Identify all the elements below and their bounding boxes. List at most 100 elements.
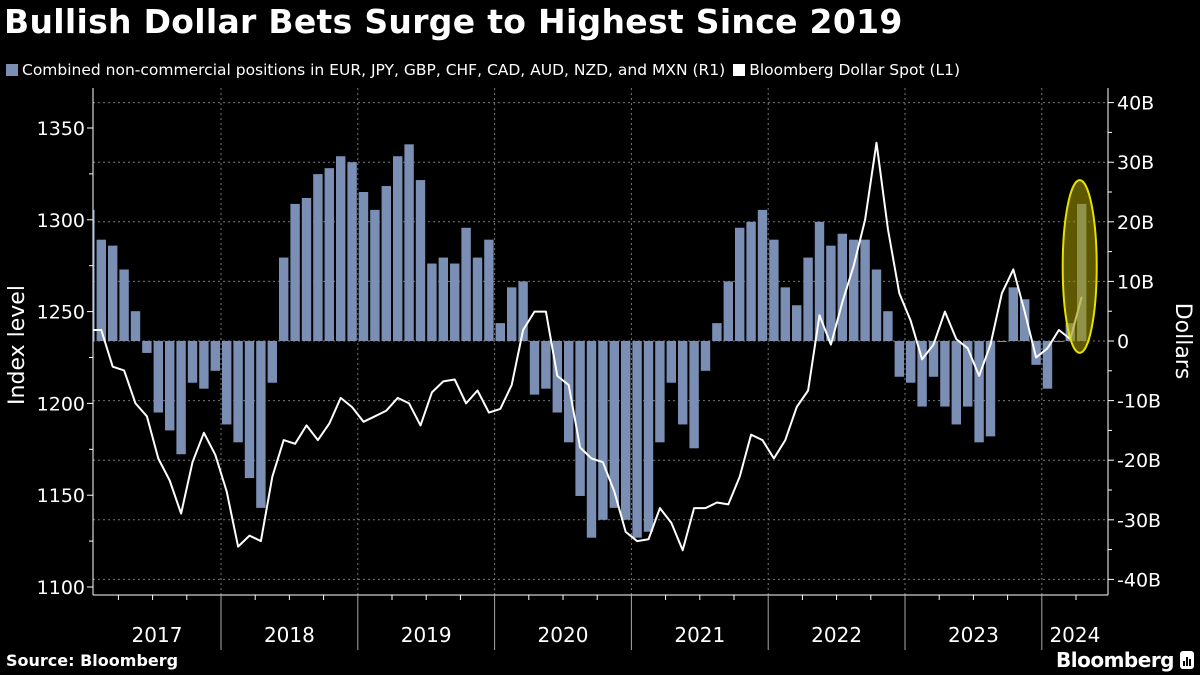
position-bar (871, 269, 882, 341)
legend-label-dollar: Bloomberg Dollar Spot (L1) (749, 61, 961, 79)
position-bar (1020, 299, 1030, 341)
position-bar (826, 245, 836, 341)
position-bar (290, 203, 300, 341)
x-axis-tick-label: 2022 (811, 623, 862, 647)
right-axis-tick-label: 0 (1117, 331, 1129, 353)
right-axis-tick-label: -40B (1117, 569, 1161, 591)
position-bar (860, 239, 870, 341)
axes: 40B 30B 20B 10B 0 -10B -20B -30B -40B 1100 1150 120… (37, 88, 1161, 650)
position-bar (153, 341, 163, 413)
right-axis-tick-label: 10B (1117, 271, 1154, 293)
position-bar (985, 341, 996, 437)
position-bar (370, 209, 380, 341)
chart-title: Bullish Dollar Bets Surge to Highest Sin… (4, 2, 903, 41)
x-axis-tick-label: 2018 (264, 623, 315, 647)
logo-chart-icon (1180, 651, 1194, 669)
gridlines (93, 88, 1108, 595)
left-axis-title: Index level (5, 285, 30, 405)
position-bar (529, 341, 540, 395)
position-bar (575, 341, 585, 496)
highlight-ellipse (1061, 179, 1098, 354)
position-bar (689, 341, 699, 449)
position-bar (518, 281, 528, 341)
position-bar (336, 156, 346, 341)
position-bar (404, 144, 414, 341)
position-bar (974, 341, 984, 443)
position-bar (541, 341, 551, 389)
position-bar (632, 341, 642, 538)
x-axis-tick-label: 2024 (1049, 623, 1100, 647)
left-axis-tick-label: 1150 (37, 485, 85, 507)
position-bar (108, 245, 118, 341)
left-axis-tick-label: 1250 (37, 302, 85, 324)
position-bar (381, 186, 391, 341)
position-bar (187, 341, 198, 383)
x-axis-tick-label: 2021 (674, 623, 725, 647)
position-bar (746, 221, 756, 341)
x-axis-tick-label: 2019 (401, 623, 452, 647)
position-bar (700, 341, 711, 371)
dollar-spot-line (93, 141, 1083, 552)
highlight-annotation (1061, 179, 1098, 354)
logo-text: Bloomberg (1056, 648, 1174, 672)
position-bar (655, 341, 665, 443)
right-axis-tick-label: 40B (1117, 93, 1154, 115)
position-bar (461, 227, 471, 341)
position-bar (586, 341, 597, 538)
position-bar (997, 341, 1007, 342)
position-bar (780, 287, 790, 341)
position-bar (484, 239, 494, 341)
dollar-line (93, 141, 1083, 552)
position-bar (176, 341, 186, 455)
position-bar (256, 341, 266, 508)
position-bar (792, 305, 802, 341)
position-bar (495, 323, 505, 341)
position-bar (940, 341, 950, 407)
x-axis-tick-label: 2017 (132, 623, 183, 647)
position-bar (313, 174, 323, 341)
position-bar (507, 287, 517, 341)
source-note: Source: Bloomberg (6, 651, 179, 670)
position-bar (210, 341, 220, 371)
position-bar (427, 263, 437, 341)
position-bar (199, 341, 209, 389)
bloomberg-logo: Bloomberg (1056, 648, 1194, 672)
position-bar (609, 341, 619, 508)
position-bar (917, 341, 927, 407)
position-bar (723, 281, 733, 341)
position-bar (621, 341, 631, 520)
position-bar (598, 341, 608, 520)
position-bar (142, 341, 152, 353)
position-bar (928, 341, 939, 377)
left-axis-tick-label: 1350 (37, 118, 85, 140)
position-bar (883, 311, 893, 341)
position-bar (1042, 341, 1053, 389)
position-bar (438, 257, 448, 341)
position-bar (233, 341, 243, 443)
position-bar (244, 341, 255, 479)
position-bar (393, 156, 403, 341)
position-bar (757, 209, 768, 341)
position-bar (450, 263, 460, 341)
position-bar (1008, 287, 1018, 341)
left-axis-tick-label: 1200 (37, 393, 85, 415)
legend: Combined non-commercial positions in EUR… (6, 61, 968, 79)
x-axis-tick-label: 2023 (948, 623, 999, 647)
position-bar (837, 233, 847, 341)
legend-swatch-dollar (733, 64, 746, 76)
position-bar (324, 168, 334, 341)
right-axis-tick-label: -10B (1117, 391, 1161, 413)
position-bar (222, 341, 232, 425)
position-bar (712, 323, 722, 341)
legend-swatch-positions (6, 64, 18, 76)
position-bar (472, 257, 483, 341)
position-bar (564, 341, 574, 443)
right-axis-tick-label: -20B (1117, 450, 1161, 472)
left-axis-tick-label: 1100 (37, 577, 85, 599)
position-bar (678, 341, 688, 425)
position-bar (130, 311, 141, 341)
right-axis-tick-label: 20B (1117, 212, 1154, 234)
position-bar (894, 341, 904, 377)
position-bar (358, 192, 369, 341)
